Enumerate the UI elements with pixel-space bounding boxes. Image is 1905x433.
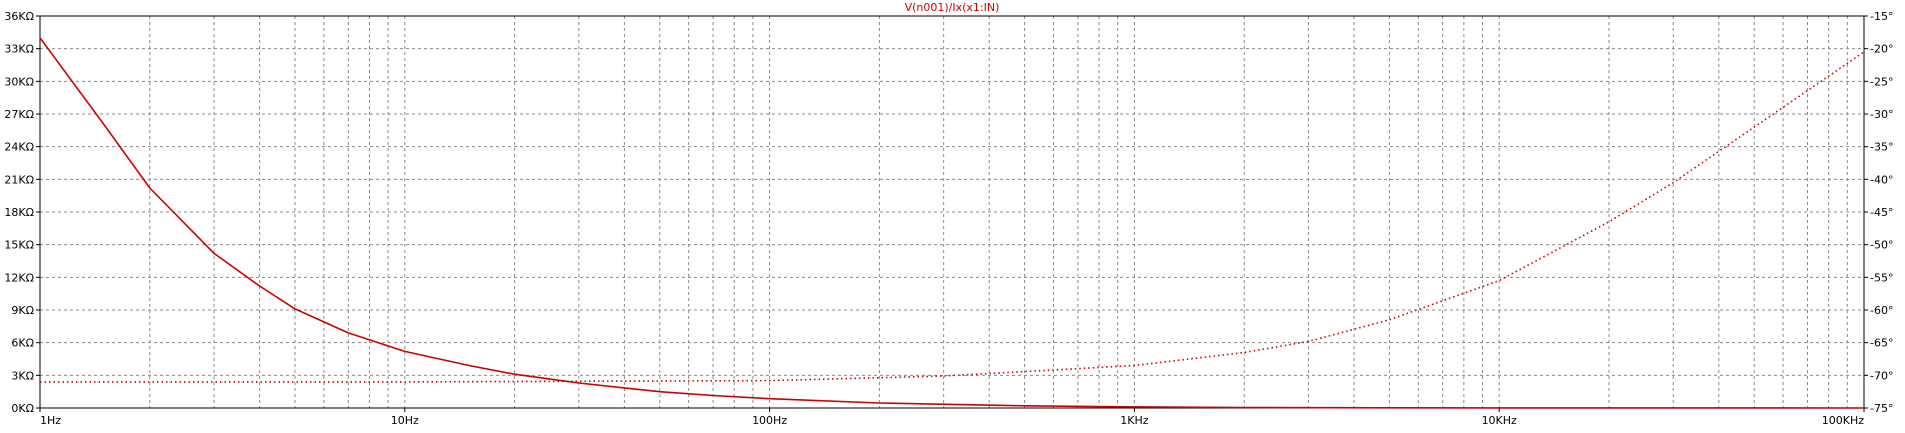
y-right-tick-label: -15° xyxy=(1870,10,1893,23)
x-tick-label: 10KHz xyxy=(1482,414,1517,427)
y-right-tick-label: -75° xyxy=(1870,402,1893,415)
y-right-tick-label: -35° xyxy=(1870,141,1893,154)
y-left-tick-label: 21KΩ xyxy=(4,173,34,186)
y-left-tick-label: 6KΩ xyxy=(11,337,34,350)
x-tick-label: 10Hz xyxy=(391,414,419,427)
grid xyxy=(40,16,1864,408)
y-right-tick-label: -30° xyxy=(1870,108,1893,121)
y-left-tick-label: 3KΩ xyxy=(11,369,34,382)
y-right-tick-label: -65° xyxy=(1870,337,1893,350)
y-left-tick-label: 27KΩ xyxy=(4,108,34,121)
y-right-tick-label: -40° xyxy=(1870,173,1893,186)
y-right-tick-label: -60° xyxy=(1870,304,1893,317)
y-left-ticks: 0KΩ 3KΩ 6KΩ 9KΩ 12KΩ 15KΩ 18KΩ 21KΩ 24KΩ 27KΩ 30KΩ… xyxy=(4,10,40,415)
y-right-tick-label: -20° xyxy=(1870,43,1893,56)
y-left-tick-label: 30KΩ xyxy=(4,75,34,88)
y-left-tick-label: 15KΩ xyxy=(4,239,34,252)
y-left-tick-label: 9KΩ xyxy=(11,304,34,317)
y-left-tick-label: 33KΩ xyxy=(4,43,34,56)
y-right-ticks: -75° -70° -65° -60° -55° -50° -45° -40° -35° -30°… xyxy=(1864,10,1893,415)
series-layer xyxy=(39,37,1865,409)
x-tick-label: 1Hz xyxy=(40,414,61,427)
y-right-tick-label: -55° xyxy=(1870,271,1893,284)
x-tick-label: 100KHz xyxy=(1822,414,1864,427)
y-left-tick-label: 18KΩ xyxy=(4,206,34,219)
phase-series-line xyxy=(40,51,1865,383)
y-right-tick-label: -45° xyxy=(1870,206,1893,219)
y-left-tick-label: 0KΩ xyxy=(11,402,34,415)
y-left-tick-label: 12KΩ xyxy=(4,271,34,284)
y-left-tick-label: 36KΩ xyxy=(4,10,34,23)
chart-title: V(n001)/Ix(x1:IN) xyxy=(905,1,1000,14)
magnitude-series-line xyxy=(39,37,1865,409)
y-right-tick-label: -70° xyxy=(1870,369,1893,382)
x-tick-label: 1KHz xyxy=(1120,414,1148,427)
x-tick-label: 100Hz xyxy=(752,414,787,427)
y-left-tick-label: 24KΩ xyxy=(4,141,34,154)
x-ticks: 1Hz 10Hz 100Hz 1KHz 10KHz 100KHz xyxy=(39,408,1865,427)
y-right-tick-label: -50° xyxy=(1870,239,1893,252)
y-right-tick-label: -25° xyxy=(1870,75,1893,88)
